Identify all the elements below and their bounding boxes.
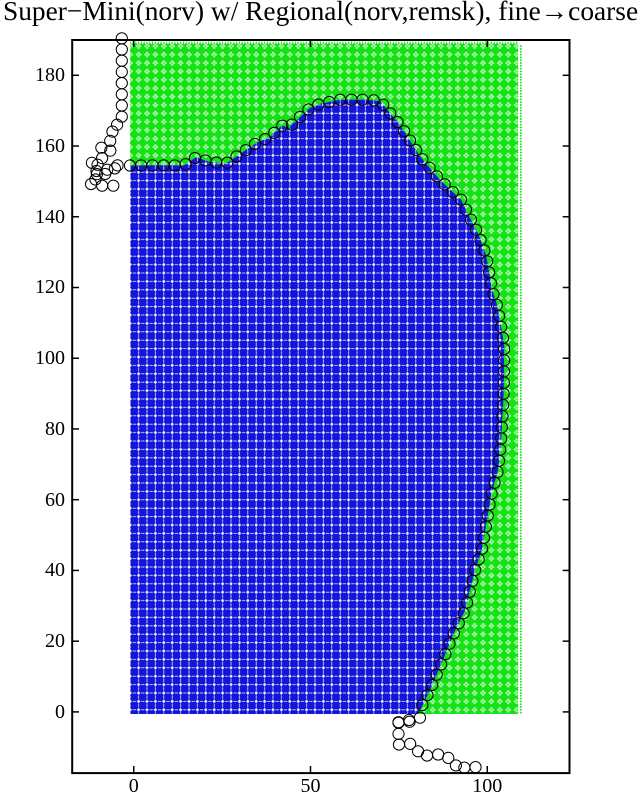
svg-text:100: 100 [472, 775, 502, 797]
svg-text:120: 120 [35, 276, 65, 298]
svg-text:100: 100 [35, 347, 65, 369]
svg-text:80: 80 [45, 418, 65, 440]
svg-text:0: 0 [129, 775, 139, 797]
svg-text:180: 180 [35, 64, 65, 86]
svg-text:160: 160 [35, 135, 65, 157]
svg-text:20: 20 [45, 630, 65, 652]
svg-text:40: 40 [45, 559, 65, 581]
svg-text:0: 0 [55, 701, 65, 723]
svg-text:60: 60 [45, 489, 65, 511]
svg-text:50: 50 [301, 775, 321, 797]
svg-text:140: 140 [35, 206, 65, 228]
